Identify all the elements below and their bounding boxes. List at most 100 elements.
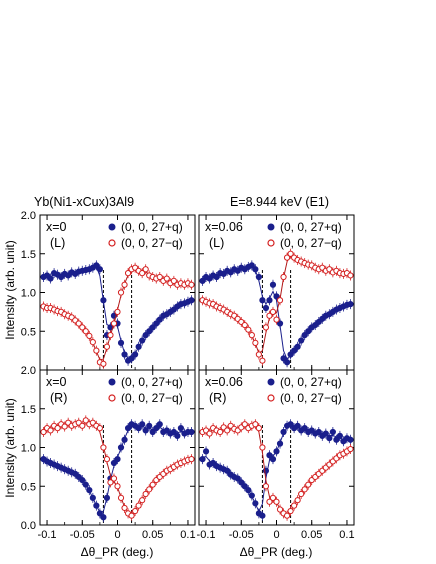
legend-label-plus: (0, 0, 27+q): [121, 220, 183, 234]
data-point-minus: [47, 427, 54, 434]
data-point-plus: [273, 448, 280, 455]
x-tick-label: -0.05: [229, 529, 254, 541]
data-point-minus: [294, 497, 301, 504]
data-point-plus: [202, 448, 210, 455]
legend-label-minus: (0, 0, 27−q): [280, 236, 342, 250]
data-point-plus: [188, 297, 195, 304]
x-tick-label: -0.05: [70, 529, 95, 541]
y-tick-label: 0.5: [21, 481, 36, 493]
data-point-plus: [142, 427, 149, 434]
data-point-minus: [287, 507, 294, 515]
data-point-minus: [135, 502, 142, 509]
panel-label-polarization: (L): [209, 236, 224, 250]
data-point-plus: [153, 425, 160, 432]
xlabel-left: Δθ_PR (deg.): [81, 545, 154, 559]
data-point-minus: [142, 266, 149, 273]
data-point-minus: [107, 332, 114, 339]
data-point-plus: [146, 422, 153, 429]
panel-label-polarization: (R): [50, 391, 67, 405]
data-point-plus: [146, 328, 153, 335]
panel-label-polarization: (L): [50, 236, 65, 250]
panel-bottom-left: -0.1 -0.05 0 0.05 0.1 0.0 0.5 1.0 1.5 2.0 x=0 (R) (0…: [21, 365, 196, 541]
data-point-minus: [117, 289, 125, 296]
data-point-minus: [217, 428, 224, 436]
panel-label-polarization: (R): [209, 391, 226, 405]
data-point-plus: [114, 456, 121, 463]
data-point-plus: [248, 262, 255, 269]
data-point-minus: [266, 312, 273, 319]
data-point-minus: [110, 475, 118, 482]
legend-label-plus: (0, 0, 27+q): [280, 220, 342, 234]
data-point-minus: [86, 332, 93, 339]
data-point-plus: [347, 301, 354, 308]
data-point-plus: [259, 297, 266, 304]
data-point-minus: [128, 512, 135, 519]
legend-marker-plus: [267, 223, 275, 231]
data-point-plus: [89, 494, 96, 501]
data-point-minus: [79, 324, 86, 331]
data-point-plus: [47, 275, 54, 282]
data-point-minus: [255, 425, 262, 432]
data-point-minus: [40, 428, 47, 436]
data-point-minus: [54, 425, 61, 432]
data-point-minus: [142, 490, 149, 498]
data-point-minus: [252, 421, 259, 428]
data-point-plus: [234, 475, 241, 482]
data-point-minus: [347, 272, 354, 279]
data-point-minus: [301, 486, 308, 493]
data-point-plus: [128, 355, 135, 362]
data-point-plus: [329, 428, 336, 436]
data-point-minus: [269, 308, 277, 315]
data-point-plus: [177, 425, 185, 432]
data-point-plus: [276, 440, 284, 447]
legend-label-minus: (0, 0, 27−q): [280, 391, 342, 405]
data-point-minus: [252, 339, 259, 346]
data-point-minus: [188, 281, 195, 288]
data-point-plus: [336, 432, 344, 439]
data-point-plus: [315, 428, 322, 436]
data-point-plus: [213, 273, 220, 281]
legend-marker-minus: [267, 394, 275, 402]
x-tick-label: -0.1: [38, 529, 57, 541]
data-point-plus: [121, 436, 128, 443]
data-point-plus: [224, 467, 231, 474]
data-point-minus: [273, 316, 280, 323]
panels: 0.5 1.0 1.5 2.0 x=0 (L) (0, 0, 27+q) (0, 0, 27−…: [21, 210, 355, 541]
data-point-plus: [333, 436, 340, 443]
data-point-minus: [121, 281, 128, 288]
data-point-minus: [107, 479, 114, 486]
data-point-plus: [103, 494, 111, 501]
data-point-minus: [121, 504, 128, 512]
data-point-minus: [276, 297, 284, 304]
data-point-minus: [139, 270, 146, 277]
data-point-minus: [89, 339, 96, 346]
ylabel-bottom: Intensity (arb. unit): [3, 398, 17, 497]
data-point-plus: [110, 459, 118, 467]
y-tick-label: 1.5: [21, 404, 36, 416]
x-tick-label: 0: [114, 529, 120, 541]
data-point-plus: [188, 428, 195, 436]
legend-marker-plus: [108, 378, 116, 386]
data-point-plus: [269, 281, 277, 288]
data-point-minus: [170, 277, 177, 284]
data-point-plus: [79, 476, 86, 484]
data-point-plus: [298, 337, 305, 344]
data-point-plus: [153, 320, 160, 327]
x-tick-label: -0.1: [197, 529, 216, 541]
data-point-minus: [287, 250, 294, 257]
data-point-plus: [100, 297, 107, 304]
data-point-plus: [262, 304, 270, 312]
data-point-minus: [224, 427, 231, 434]
data-point-plus: [139, 421, 146, 428]
title-compound: Yb(Ni1-xCux)3Al9: [34, 195, 134, 209]
data-point-minus: [245, 326, 252, 333]
data-point-minus: [206, 430, 213, 437]
panel-label-x: x=0: [46, 375, 67, 389]
x-tick-label: 0.05: [142, 529, 163, 541]
data-point-minus: [82, 417, 89, 424]
data-point-plus: [269, 456, 277, 463]
data-point-plus: [273, 293, 280, 300]
data-point-plus: [294, 343, 301, 350]
legend-marker-plus: [267, 378, 275, 386]
